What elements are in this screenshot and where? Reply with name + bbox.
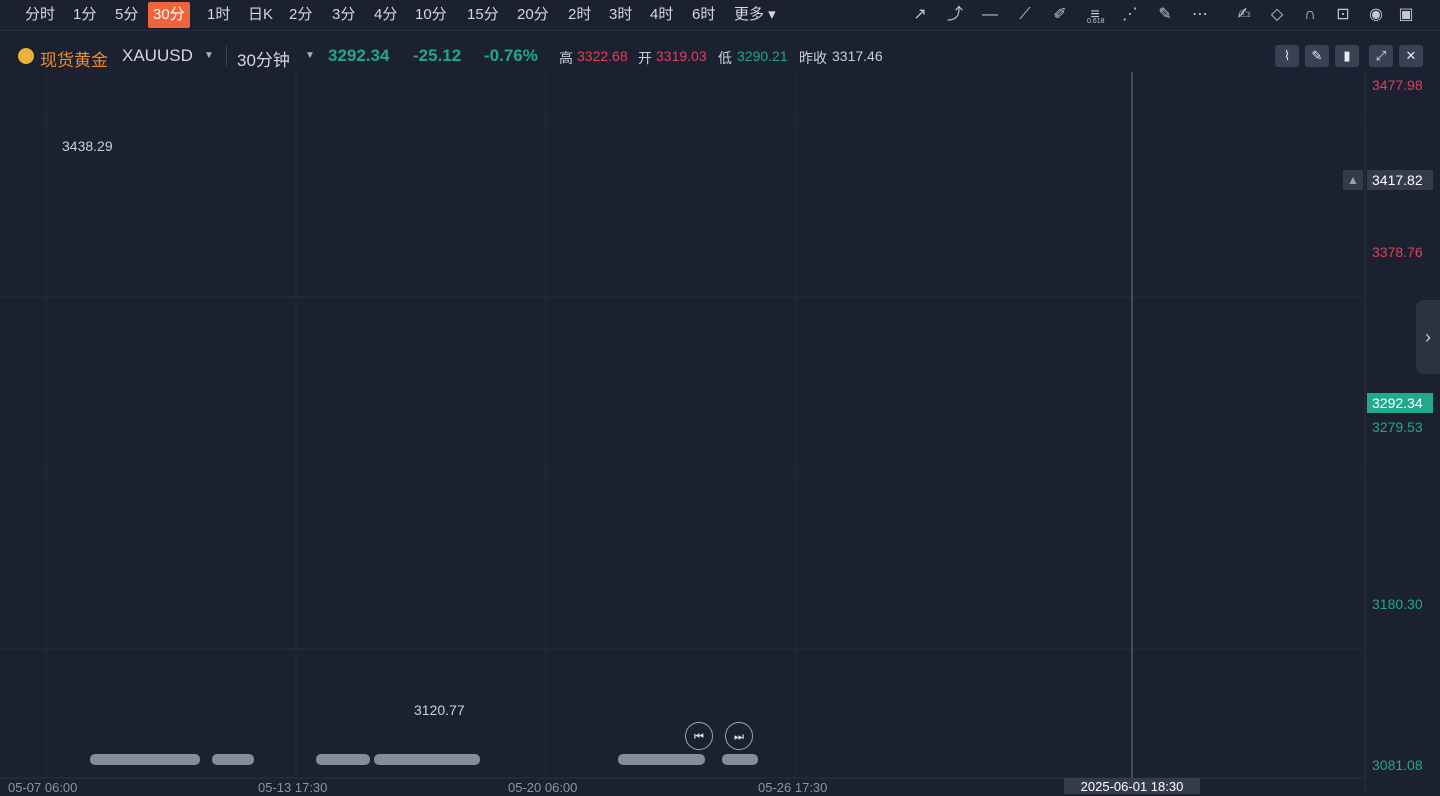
crosshair-price-tag: 3417.82 [1367,170,1433,190]
current-price-tag: 3292.34 [1367,393,1433,413]
crosshair-time-tag: 2025-06-01 18:30 [1064,778,1200,794]
event-marker-4 [618,754,705,765]
event-marker-2 [316,754,370,765]
timeframe-3[interactable]: 30分 [148,2,190,28]
high-annotation: 3438.29 [62,138,113,154]
symbol-name[interactable]: 现货黄金 [40,51,108,70]
horizontal-line-icon[interactable]: — [982,6,998,23]
highlighter-icon[interactable]: ✎ [1158,6,1172,23]
prev-close-label: 昨收 [799,50,827,66]
last-price: 3292.34 [328,46,390,65]
timeframe-1[interactable]: 1分 [73,6,97,23]
symbol-code[interactable]: XAUUSD [122,46,193,65]
more-icon[interactable]: ⋯ [1192,6,1208,23]
lock-icon[interactable]: ⊡ [1336,6,1350,23]
price-label-4: 3180.30 [1372,596,1423,612]
symbol-info-bar: 现货黄金 XAUUSD ▼ 30分钟 ▼ 3292.34 -25.12 -0.7… [0,40,1440,72]
timeframe-7[interactable]: 3分 [332,6,356,23]
eraser-icon[interactable]: ◇ [1270,6,1284,23]
time-label-3: 05-20 06:00 [508,780,578,795]
time-label-2: 05-13 17:30 [258,780,328,795]
prev-close-value: 3317.46 [832,48,883,64]
price-label-5: 3081.08 [1372,757,1423,773]
alert-bell-icon[interactable]: ▲ [1343,170,1363,190]
period-select[interactable]: 30分钟 [237,51,290,70]
high-label: 高 [559,50,573,66]
fib-label: 0.618 [1087,18,1105,25]
top-toolbar: 分时 1分 5分 30分 1时 日K 2分 3分 4分 10分 15分 20分 2时 3时 4时 6时 更多 ▾… [0,0,1440,31]
timeframe-4[interactable]: 1时 [207,6,231,23]
segment-icon[interactable]: ⟋ [1019,6,1031,23]
close-button[interactable]: ✕ [1399,45,1423,67]
draw-button[interactable]: ✎ [1305,45,1329,67]
timeframe-11[interactable]: 20分 [517,6,549,23]
magnet-icon[interactable]: ∩ [1304,6,1316,23]
event-marker-3 [374,754,480,765]
dashed-ray-icon[interactable]: ⤴ [946,6,963,23]
divider [226,46,227,66]
timeframe-0[interactable]: 分时 [25,6,56,23]
open-label: 开 [638,50,652,66]
price-change: -25.12 [413,46,462,65]
next-button[interactable]: ⏭ [725,722,753,750]
pen-icon[interactable]: ✐ [1053,6,1067,23]
timeframe-15[interactable]: 6时 [692,6,716,23]
arrow-line-icon[interactable]: ↗ [913,6,927,23]
price-label-3: 3279.53 [1372,419,1423,435]
fullscreen-button[interactable]: ⤢ [1369,45,1393,67]
fan-icon[interactable]: ⋰ [1122,6,1138,23]
timeframe-8[interactable]: 4分 [374,6,398,23]
price-change-pct: -0.76% [484,46,538,65]
candle-type-button[interactable]: ▮ [1335,45,1359,67]
candlestick-chart[interactable] [0,72,1440,794]
period-dropdown-icon[interactable]: ▼ [305,50,315,61]
event-marker-5 [722,754,758,765]
fibonacci-icon[interactable]: ≡ [1090,6,1100,23]
indicator-button[interactable]: ⌇ [1275,45,1299,67]
timeframe-5[interactable]: 日K [248,6,274,23]
time-label-4: 05-26 17:30 [758,780,828,795]
timeframe-13[interactable]: 3时 [609,6,633,23]
prev-button[interactable]: ⏮ [685,722,713,750]
expand-panel-button[interactable]: › [1416,300,1440,374]
symbol-dropdown-icon[interactable]: ▼ [204,50,214,61]
timeframe-16[interactable]: 更多 ▾ [734,6,776,23]
open-value: 3319.03 [656,48,707,64]
trash-icon[interactable]: ▣ [1398,6,1414,23]
timeframe-10[interactable]: 15分 [467,6,499,23]
event-marker-0 [90,754,200,765]
timeframe-6[interactable]: 2分 [289,6,313,23]
timeframe-12[interactable]: 2时 [568,6,592,23]
eye-icon[interactable]: ◉ [1369,6,1383,23]
low-label: 低 [718,50,732,66]
price-label-top: 3477.98 [1372,77,1423,93]
high-value: 3322.68 [577,48,628,64]
time-label-1: 05-07 06:00 [8,780,78,795]
low-annotation: 3120.77 [414,702,465,718]
timeframe-14[interactable]: 4时 [650,6,674,23]
timeframe-2[interactable]: 5分 [115,6,139,23]
low-value: 3290.21 [737,48,788,64]
gold-icon [18,48,34,64]
event-marker-1 [212,754,254,765]
edit-icon[interactable]: ✍ [1237,6,1251,23]
price-label-2: 3378.76 [1372,244,1423,260]
timeframe-9[interactable]: 10分 [415,6,447,23]
